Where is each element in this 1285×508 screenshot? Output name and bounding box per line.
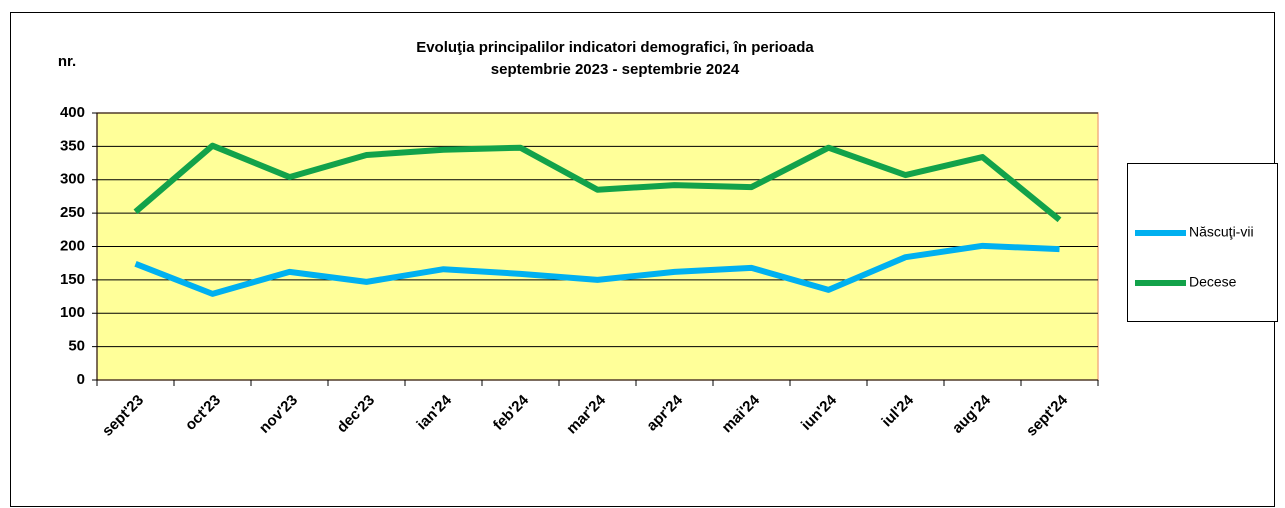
legend-label: Decese [1189, 274, 1237, 290]
y-tick-label: 200 [60, 237, 85, 254]
chart-title: Evoluţia principalilor indicatori demogr… [416, 39, 814, 56]
chart-title: septembrie 2023 - septembrie 2024 [491, 61, 740, 78]
y-axis-label: nr. [58, 53, 76, 70]
legend-label: Născuţi-vii [1189, 224, 1254, 240]
series-line [134, 242, 1060, 297]
y-tick-label: 400 [60, 104, 85, 121]
y-tick-label: 50 [68, 338, 85, 355]
y-tick-label: 100 [60, 304, 85, 321]
y-tick-label: 150 [60, 271, 85, 288]
y-tick-label: 250 [60, 204, 85, 221]
y-tick-label: 350 [60, 137, 85, 154]
legend-box [1127, 163, 1278, 322]
series-line [133, 142, 1062, 223]
y-tick-label: 0 [77, 371, 85, 388]
y-tick-label: 300 [60, 171, 85, 188]
